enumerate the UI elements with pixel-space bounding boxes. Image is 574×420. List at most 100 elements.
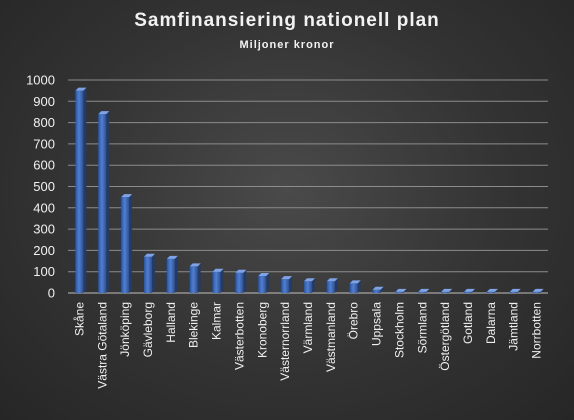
bar-side xyxy=(494,288,498,293)
bar-17 xyxy=(441,288,453,293)
x-tick-label: Dalarna xyxy=(484,302,498,344)
x-tick-label: Halland xyxy=(164,302,178,343)
bar-top xyxy=(258,272,270,276)
y-tick-label: 1000 xyxy=(26,73,55,88)
bar-21 xyxy=(532,288,544,293)
bar-front xyxy=(349,283,358,293)
bar-10 xyxy=(281,276,293,293)
bar-top xyxy=(532,288,544,292)
bar-side xyxy=(380,286,384,293)
x-tick-label: Västra Götaland xyxy=(95,302,109,389)
chart-title: Samfinansiering nationell plan xyxy=(134,10,440,31)
y-tick-label: 500 xyxy=(33,179,55,194)
bar-1 xyxy=(75,87,87,294)
bar-front xyxy=(304,281,312,293)
x-tick-label: Jönköping xyxy=(118,302,132,357)
bar-front xyxy=(395,291,404,293)
bar-top xyxy=(189,263,201,267)
y-tick-label: 600 xyxy=(33,158,55,173)
x-tick-label: Kronoberg xyxy=(255,302,269,358)
x-tick-label: Sörmland xyxy=(415,302,429,353)
bar-front xyxy=(418,291,427,293)
bar-side xyxy=(426,288,430,293)
bar-front xyxy=(258,275,267,293)
bar-front xyxy=(532,291,541,293)
bar-top xyxy=(98,111,110,115)
bar-14 xyxy=(372,286,384,293)
bar-7 xyxy=(212,268,224,293)
x-tick-label: Skåne xyxy=(72,302,86,336)
bar-9 xyxy=(258,272,270,293)
bar-front xyxy=(98,114,107,293)
bar-12 xyxy=(326,278,338,293)
bar-19 xyxy=(486,288,498,293)
x-tick-label: Uppsala xyxy=(370,302,384,346)
bar-front xyxy=(121,197,130,293)
bar-top xyxy=(464,288,475,292)
bar-top xyxy=(75,87,87,91)
bar-top xyxy=(372,286,384,290)
grid-lines xyxy=(68,79,548,294)
bar-front xyxy=(486,291,495,293)
x-tick-label: Örebro xyxy=(347,302,361,340)
chart-subtitle: Miljoner kronor xyxy=(239,39,335,51)
bar-2 xyxy=(98,111,110,293)
y-tick-label: 200 xyxy=(33,243,55,258)
x-tick-label: Västerbotten xyxy=(232,302,246,370)
x-tick-label: Jämtland xyxy=(507,302,521,351)
y-axis-ticks: 0 100 200 300 400 500 600 700 800 900 1000 xyxy=(26,73,55,301)
bar-top xyxy=(235,269,247,273)
bar-side xyxy=(403,288,407,293)
bar-top xyxy=(166,255,178,259)
bar-side xyxy=(106,111,110,293)
bar-top xyxy=(121,194,133,198)
bar-side xyxy=(540,288,544,293)
bar-front xyxy=(281,279,290,293)
bar-front xyxy=(441,291,450,293)
bar-4 xyxy=(144,253,155,293)
bar-side xyxy=(312,278,315,293)
x-tick-label: Stockholm xyxy=(392,302,406,358)
y-tick-label: 0 xyxy=(48,286,55,301)
bar-side xyxy=(152,253,155,293)
bar-side xyxy=(472,288,475,293)
bar-side xyxy=(174,255,178,293)
bar-13 xyxy=(349,280,361,293)
x-tick-label: Kalmar xyxy=(210,302,224,340)
bar-front xyxy=(235,272,244,293)
bar-front xyxy=(326,281,335,293)
y-tick-label: 700 xyxy=(33,136,55,151)
bar-front xyxy=(189,266,198,293)
bar-top xyxy=(486,288,498,292)
bar-top xyxy=(304,278,315,282)
bar-side xyxy=(517,288,521,293)
bar-side xyxy=(243,269,247,293)
bar-front xyxy=(212,271,221,293)
x-tick-label: Västernorrland xyxy=(278,302,292,381)
bar-20 xyxy=(509,288,521,293)
bar-top xyxy=(418,288,430,292)
bar-top xyxy=(212,268,224,272)
bar-top xyxy=(281,276,293,280)
bar-top xyxy=(441,288,453,292)
bar-front xyxy=(372,289,381,293)
bar-side xyxy=(357,280,361,293)
x-tick-label: Östergötland xyxy=(438,302,452,371)
bar-side xyxy=(449,288,453,293)
bar-15 xyxy=(395,288,407,293)
bar-side xyxy=(266,272,270,293)
bar-8 xyxy=(235,269,247,293)
bar-side xyxy=(197,263,201,293)
x-tick-label: Gävleborg xyxy=(141,302,155,357)
bar-top xyxy=(395,288,407,292)
bars xyxy=(75,87,544,294)
bar-side xyxy=(220,268,224,293)
bar-5 xyxy=(166,255,178,293)
bar-top xyxy=(144,253,155,257)
bar-18 xyxy=(464,288,475,293)
x-tick-label: Gotland xyxy=(461,302,475,344)
bar-top xyxy=(349,280,361,284)
x-tick-label: Värmland xyxy=(301,302,315,353)
bar-11 xyxy=(304,278,315,293)
